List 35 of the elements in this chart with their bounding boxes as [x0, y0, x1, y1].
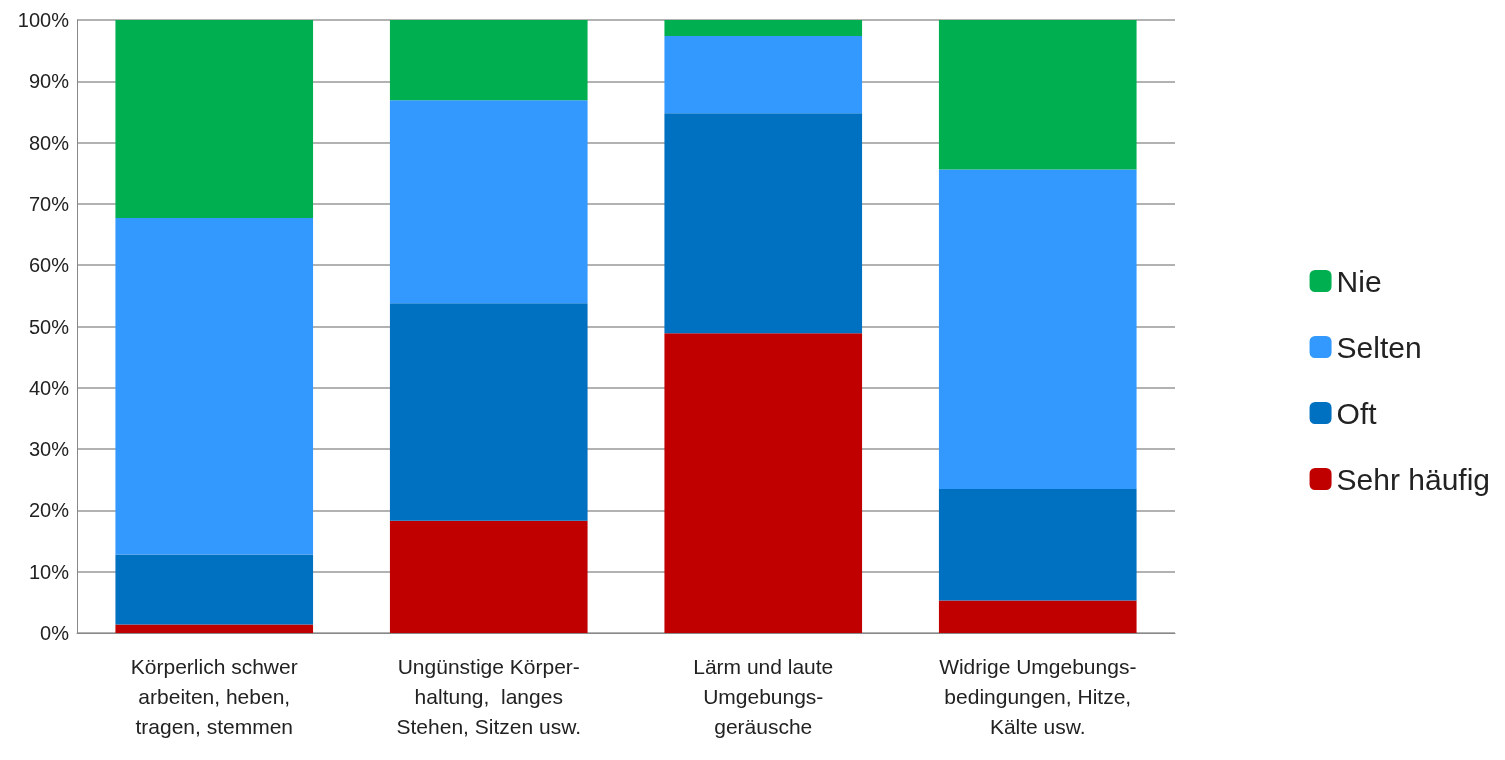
legend-label: Nie	[1336, 264, 1382, 298]
legend-label: Sehr häufig	[1336, 462, 1491, 496]
bar	[115, 20, 314, 218]
bar	[664, 20, 863, 36]
bar	[389, 520, 588, 633]
bar	[389, 303, 588, 521]
y-tick-label: 50%	[28, 315, 70, 338]
bar	[938, 600, 1137, 633]
bar	[389, 100, 588, 304]
x-tick-label: Widrige Umgebungs- bedingungen, Hitze, Kälte usw.	[939, 654, 1137, 738]
y-tick-label: 0%	[40, 622, 70, 644]
bar	[664, 333, 863, 633]
y-tick-label: 100%	[17, 9, 70, 31]
y-tick-label: 60%	[28, 254, 70, 277]
legend-label: Oft	[1336, 396, 1378, 430]
bar	[115, 624, 314, 633]
y-tick-label: 80%	[28, 131, 70, 154]
x-tick-label: Lärm und laute Umgebungs- geräusche	[693, 654, 834, 738]
y-tick-label: 40%	[28, 376, 70, 399]
bar	[664, 113, 863, 334]
bar	[664, 35, 863, 114]
y-tick-label: 20%	[28, 499, 70, 522]
y-tick-label: 90%	[28, 70, 70, 93]
bar	[115, 218, 314, 555]
y-tick-label: 10%	[28, 560, 70, 583]
bar	[938, 20, 1137, 170]
x-tick-label: Ungünstige Körper- haltung, langes Stehen, Sitzen usw.	[396, 654, 581, 738]
y-tick-label: 30%	[28, 438, 70, 461]
bar	[389, 20, 588, 101]
legend-label: Selten	[1336, 330, 1422, 364]
bar	[938, 488, 1137, 601]
bar	[115, 554, 314, 625]
bar	[938, 169, 1137, 489]
x-tick-label: Körperlich schwer arbeiten, heben, tragen, stemmen	[130, 654, 298, 738]
y-tick-label: 70%	[28, 192, 70, 215]
